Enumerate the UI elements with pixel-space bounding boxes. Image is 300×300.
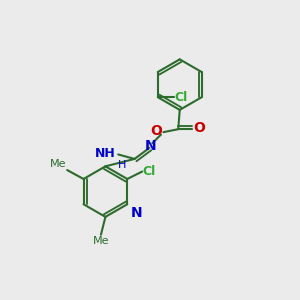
Text: Cl: Cl: [143, 165, 156, 178]
Text: Me: Me: [50, 159, 66, 169]
Text: N: N: [130, 206, 142, 220]
Text: Me: Me: [93, 236, 109, 247]
Text: H: H: [118, 160, 126, 170]
Text: NH: NH: [94, 147, 115, 161]
Text: N: N: [145, 139, 157, 152]
Text: O: O: [193, 121, 205, 135]
Text: O: O: [150, 124, 162, 138]
Text: Cl: Cl: [175, 91, 188, 104]
